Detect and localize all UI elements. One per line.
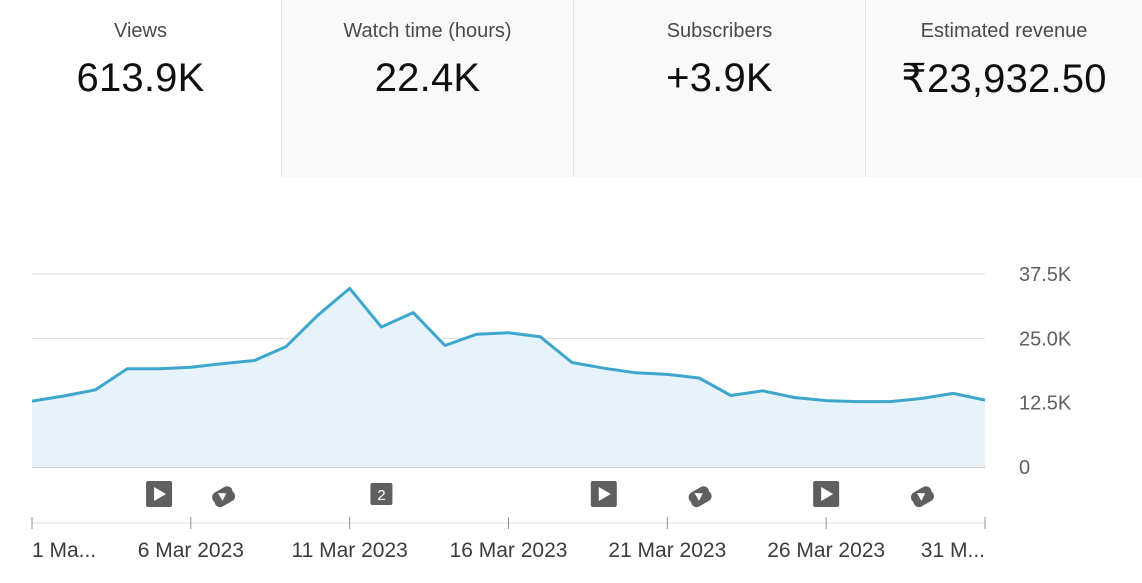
x-tick-label: 11 Mar 2023: [291, 539, 407, 562]
y-tick-label: 0: [1019, 457, 1030, 479]
metric-value: 22.4K: [374, 56, 481, 100]
video-upload-icon[interactable]: [590, 481, 617, 507]
x-axis: 1 Ma... 6 Mar 2023 11 Mar 2023 16 Mar 2023 2…: [31, 517, 986, 562]
x-tick-label: 6 Mar 2023: [138, 539, 244, 562]
metric-label: Views: [114, 20, 167, 42]
views-chart[interactable]: 0 12.5K 25.0K 37.5K 2 1 Ma... 6 Mar 2023 11 M…: [0, 177, 1142, 583]
shorts-icon[interactable]: [210, 484, 237, 509]
metric-value: +3.9K: [666, 56, 773, 100]
metric-label: Watch time (hours): [343, 20, 512, 42]
video-upload-icon[interactable]: [146, 481, 173, 507]
views-line: [31, 286, 986, 404]
y-tick-label: 37.5K: [1019, 264, 1072, 286]
video-upload-icon[interactable]: [813, 481, 840, 507]
x-tick-label: 31 M...: [921, 539, 985, 562]
y-tick-label: 12.5K: [1019, 393, 1072, 415]
y-tick-labels: 0 12.5K 25.0K 37.5K: [1019, 264, 1072, 479]
x-tick-label: 1 Ma...: [32, 539, 96, 562]
metric-value: ₹23,932.50: [901, 57, 1107, 101]
metric-card-revenue[interactable]: Estimated revenue ₹23,932.50: [865, 0, 1142, 177]
y-tick-label: 25.0K: [1019, 328, 1072, 350]
upload-markers: 2: [146, 481, 936, 509]
x-tick-label: 21 Mar 2023: [608, 539, 726, 562]
upload-count-badge[interactable]: 2: [370, 483, 393, 505]
shorts-icon[interactable]: [909, 484, 936, 509]
views-area: [32, 288, 985, 467]
metric-card-views[interactable]: Views 613.9K: [0, 0, 281, 177]
metric-label: Subscribers: [666, 20, 773, 42]
metric-value: 613.9K: [76, 56, 205, 100]
shorts-icon[interactable]: [687, 484, 714, 509]
metric-label: Estimated revenue: [920, 20, 1088, 42]
badge-count: 2: [377, 487, 385, 504]
metric-card-subscribers[interactable]: Subscribers +3.9K: [573, 0, 865, 177]
x-tick-label: 16 Mar 2023: [450, 539, 568, 562]
metric-card-watch-time[interactable]: Watch time (hours) 22.4K: [281, 0, 573, 177]
x-tick-label: 26 Mar 2023: [767, 539, 885, 562]
metric-cards: Views 613.9K Watch time (hours) 22.4K Su…: [0, 0, 1142, 177]
